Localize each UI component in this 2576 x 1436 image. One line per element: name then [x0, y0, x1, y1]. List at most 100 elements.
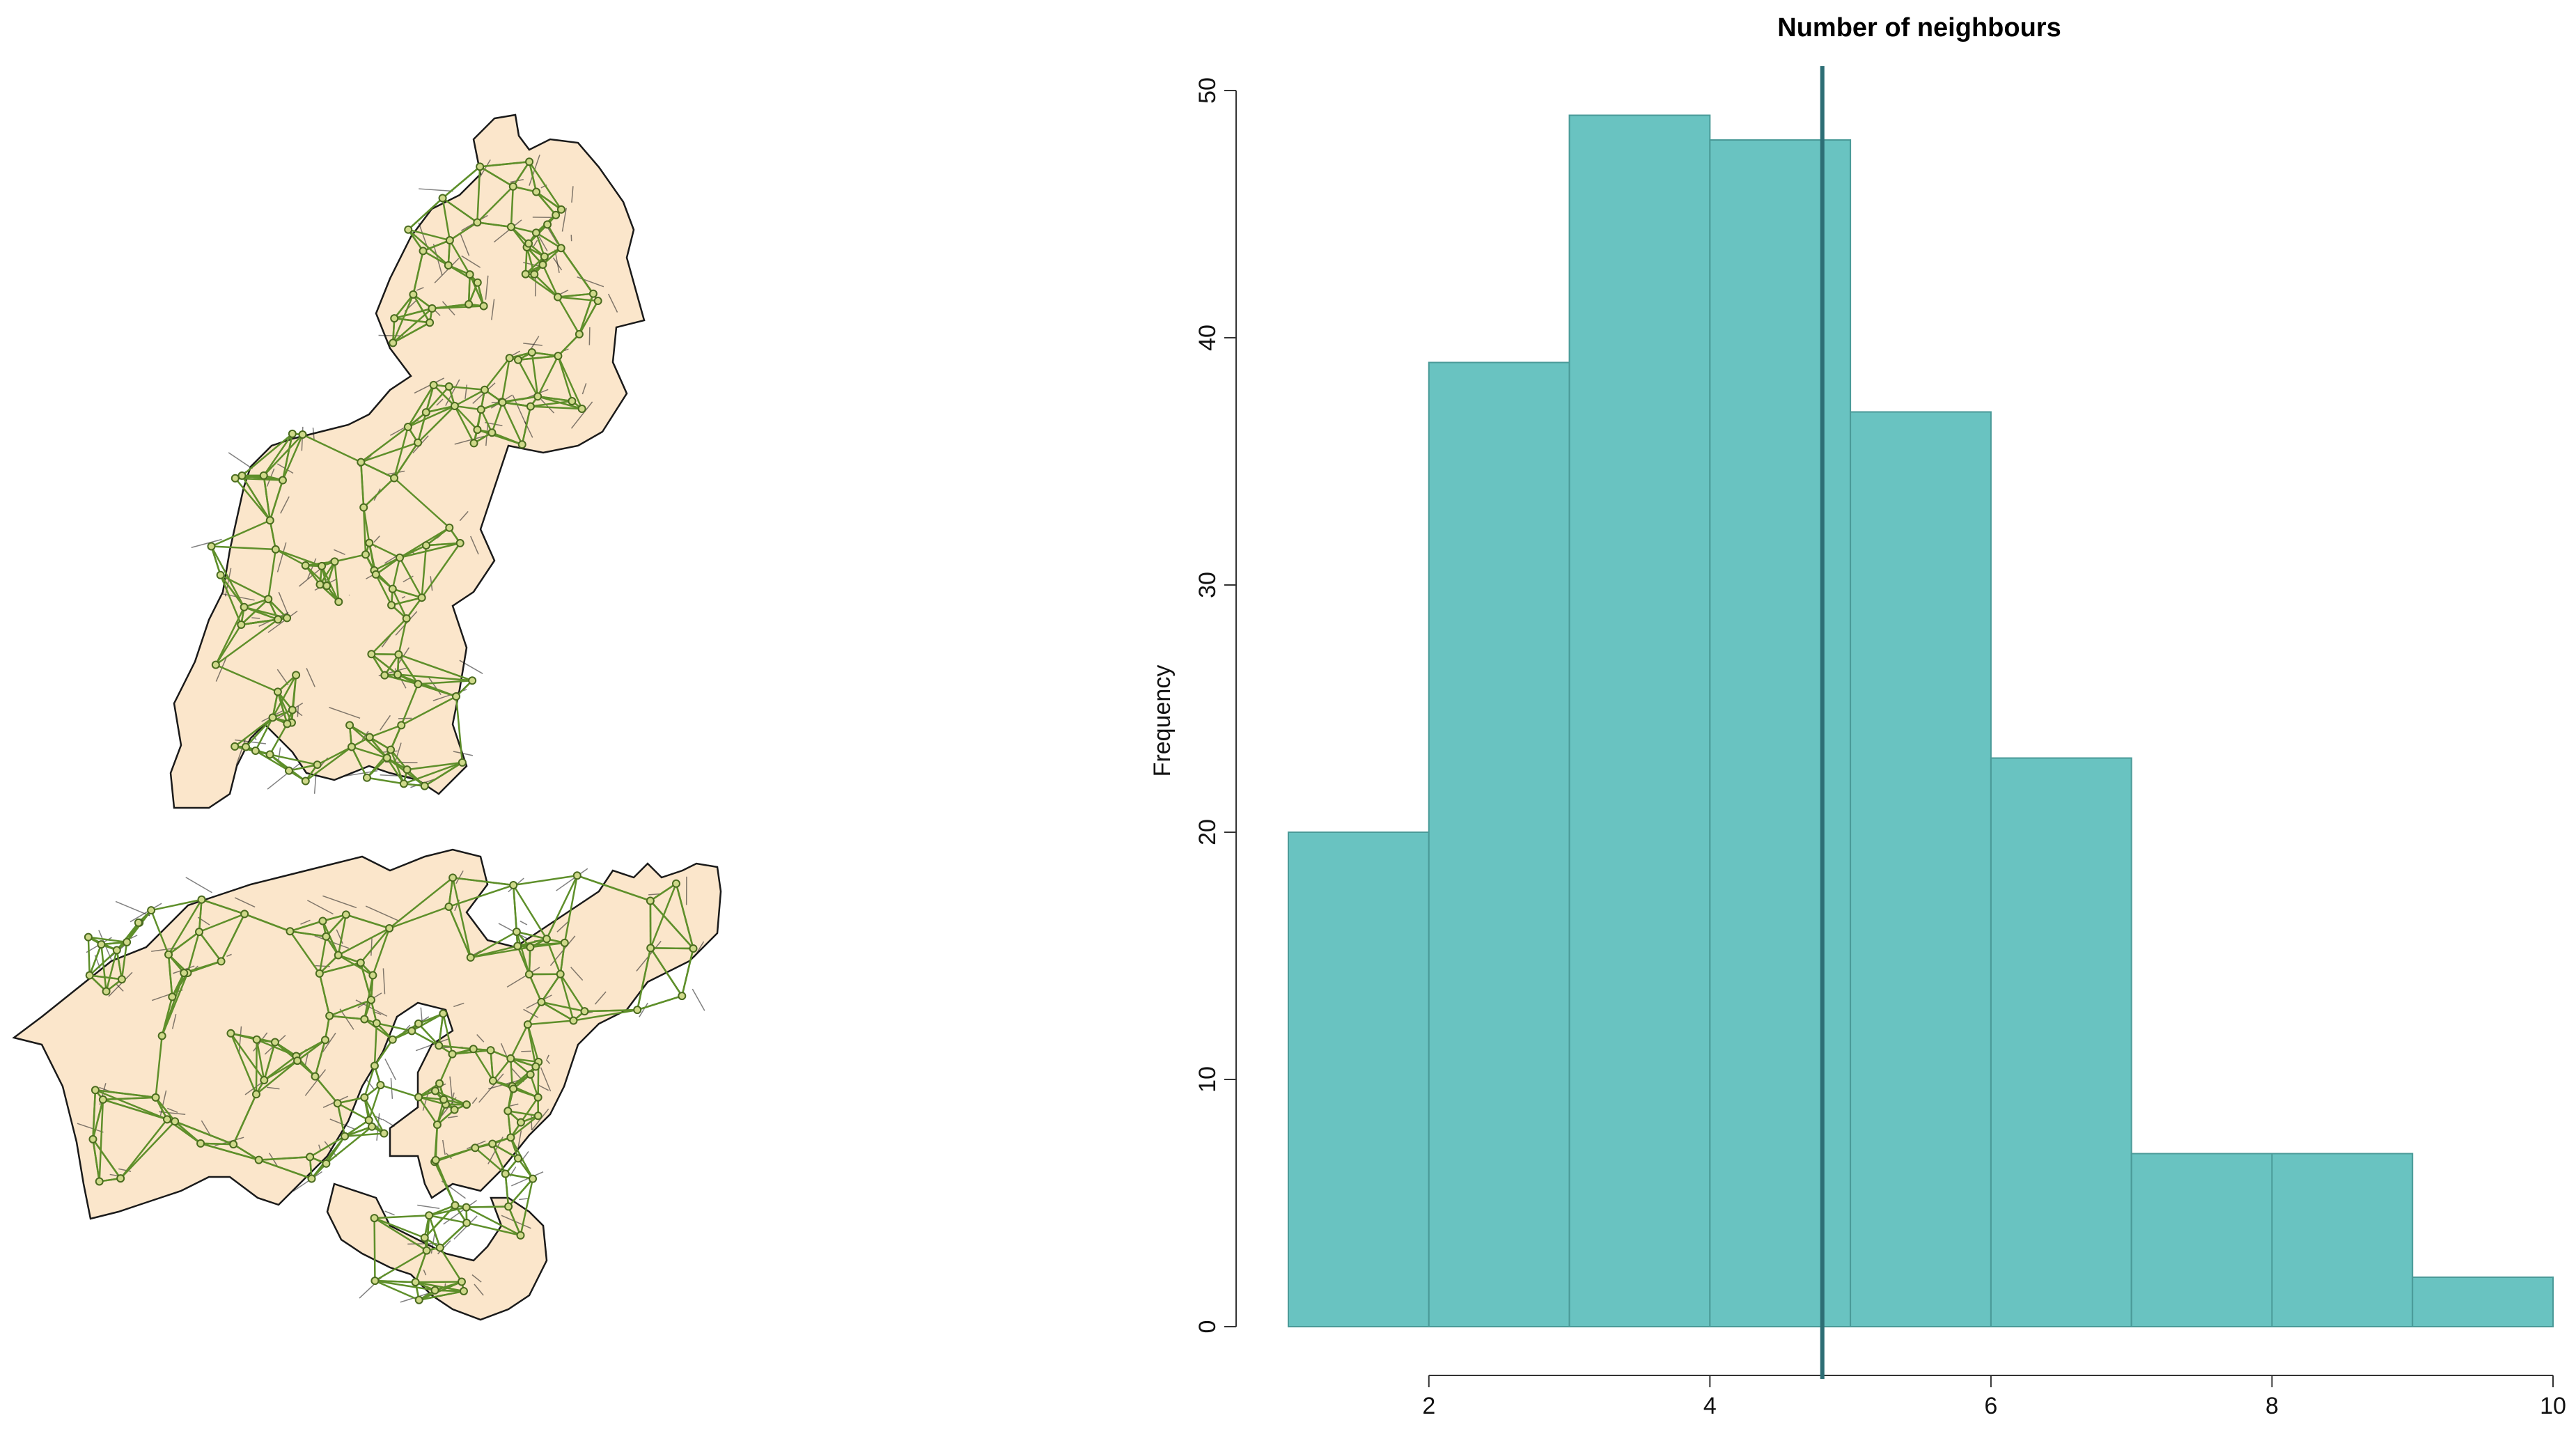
neighbour-link [491, 402, 504, 433]
centroid-node [322, 1159, 331, 1168]
boundary-line [373, 536, 380, 543]
boundary-line [461, 255, 481, 268]
neighbour-link [418, 1013, 444, 1025]
neighbour-link [318, 936, 327, 974]
neighbour-link [263, 475, 272, 521]
neighbour-link [435, 1090, 467, 1106]
neighbour-link [520, 1097, 539, 1123]
centroid-node [216, 570, 225, 579]
boundary-line [277, 747, 281, 763]
neighbour-link [428, 1215, 467, 1224]
centroid-node [382, 754, 391, 763]
neighbour-link [370, 653, 398, 676]
x-tick-label: 10 [2540, 1393, 2566, 1419]
neighbour-link [344, 1119, 370, 1137]
neighbour-link [290, 930, 327, 938]
y-tick-label: 20 [1194, 819, 1221, 845]
boundary-line [459, 660, 483, 674]
neighbour-link [392, 322, 430, 344]
bar [2412, 1277, 2554, 1327]
neighbour-link [541, 1001, 585, 1013]
boundary-line [191, 538, 222, 548]
centroid-node [521, 270, 530, 279]
neighbour-link [407, 384, 435, 428]
centroid-node [513, 355, 522, 364]
neighbour-link [636, 948, 652, 1010]
neighbour-link [210, 545, 245, 608]
centroid-node [372, 1019, 381, 1028]
boundary-line [694, 941, 705, 958]
neighbour-link [369, 724, 402, 738]
neighbour-link [516, 930, 547, 940]
centroid-node [422, 541, 431, 550]
centroid-node [251, 1090, 260, 1099]
neighbour-link [578, 300, 599, 335]
centroid-node [506, 222, 515, 231]
centroid-node [359, 503, 368, 512]
neighbour-link [325, 914, 347, 937]
neighbour-link [510, 1057, 531, 1075]
boundary-line [594, 991, 607, 1005]
centroid-node [117, 975, 126, 984]
centroid-node [409, 290, 418, 299]
boundary-line [451, 1092, 455, 1102]
centroid-node [575, 329, 584, 338]
neighbour-link [508, 1109, 538, 1117]
boundary-line [444, 1283, 446, 1286]
x-tick-label: 8 [2265, 1393, 2279, 1419]
centroid-node [91, 1086, 100, 1095]
neighbour-link [546, 224, 562, 249]
boundary-line [511, 1171, 544, 1187]
neighbour-link [528, 161, 538, 192]
centroid-node [315, 580, 325, 589]
centroid-node [420, 781, 429, 790]
bar [1850, 411, 1992, 1327]
neighbour-link [233, 1093, 258, 1145]
neighbour-link [326, 561, 336, 586]
boundary-line [471, 1274, 482, 1283]
neighbour-link [102, 1098, 168, 1121]
neighbour-link [418, 680, 473, 685]
centroid-node [322, 582, 331, 591]
boundary-line [171, 1014, 177, 1029]
centroid-node [671, 879, 680, 888]
neighbour-link [363, 477, 395, 508]
centroid-node [498, 398, 507, 407]
neighbour-link [455, 696, 464, 763]
neighbour-link [557, 355, 583, 409]
centroid-node [501, 1169, 510, 1178]
centroid-node [168, 992, 177, 1001]
neighbour-link [220, 913, 246, 962]
neighbour-link [435, 1289, 465, 1293]
centroid-node [509, 881, 518, 890]
centroid-node [531, 228, 540, 237]
boundary-line [378, 334, 404, 337]
boundary-line [318, 1144, 321, 1150]
neighbour-link [290, 920, 323, 932]
neighbour-link [244, 606, 279, 621]
centroid-node [195, 928, 204, 937]
centroid-node [508, 182, 517, 191]
centroid-node [537, 997, 546, 1006]
neighbour-link [219, 574, 245, 608]
centroid-node [452, 692, 461, 701]
centroid-node [646, 944, 655, 953]
centroid-node [288, 429, 297, 438]
boundary-line [470, 536, 479, 555]
boundary-line [523, 343, 542, 346]
neighbour-link [559, 974, 575, 1021]
neighbour-link [220, 574, 269, 600]
centroid-node [341, 1132, 350, 1141]
centroid-node [229, 1140, 238, 1149]
neighbour-link [390, 749, 408, 770]
centroid-node [237, 621, 246, 630]
centroid-node [97, 940, 106, 949]
centroid-node [390, 314, 399, 323]
centroid-node [556, 969, 565, 978]
neighbour-link [263, 1055, 297, 1082]
centroid-node [468, 676, 477, 685]
neighbour-link [373, 1217, 428, 1251]
neighbour-link [649, 900, 694, 949]
neighbour-link [540, 974, 561, 1003]
boundary-line [423, 1270, 427, 1276]
